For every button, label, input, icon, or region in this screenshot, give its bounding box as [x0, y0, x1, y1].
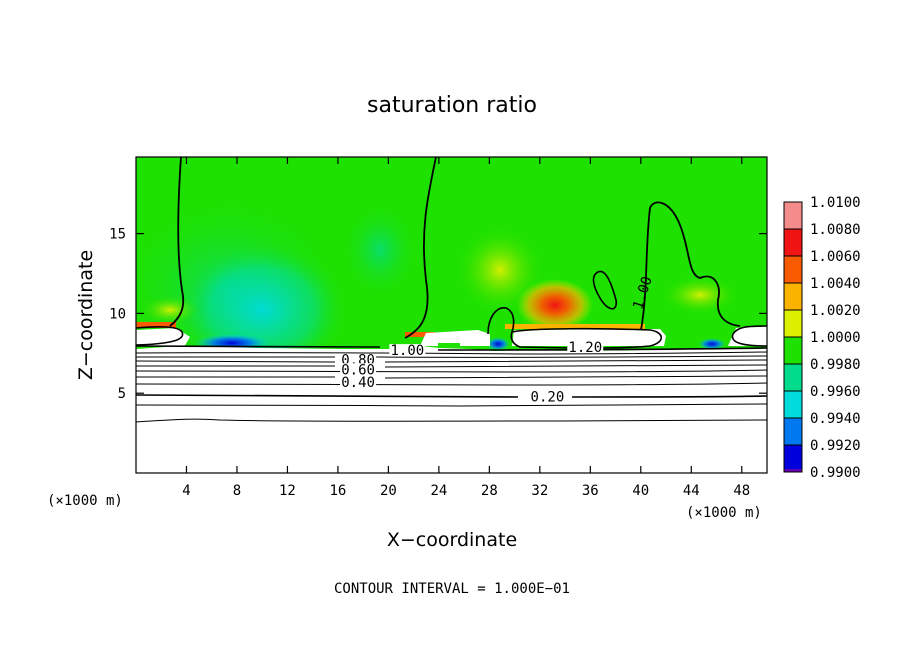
colorbar-swatch: [784, 418, 802, 445]
field-blue-region-right: [698, 338, 726, 350]
colorbar-label: 0.9920: [810, 438, 861, 454]
contour-0-05: [136, 418, 767, 423]
field-warm-strip-mid: [405, 332, 435, 337]
field-mint-region-mid: [340, 200, 420, 300]
contour-0-20: [136, 394, 767, 398]
colorbar-label: 1.0020: [810, 303, 861, 319]
contour-1-00-left-plume: [169, 157, 185, 327]
contour-0-10: [136, 403, 767, 407]
contour-label: 1.00: [390, 343, 424, 359]
field-warm-strip-right: [505, 324, 645, 329]
field-blank-pocket-a: [420, 330, 490, 346]
colorbar-label: 1.0000: [810, 330, 861, 346]
field-blue-region-center: [486, 337, 510, 351]
contour-1-00-dome: [487, 307, 515, 335]
contour-lines: [136, 157, 767, 423]
x-tick-label: 16: [329, 483, 346, 499]
y-tick-label: 15: [109, 227, 126, 243]
contour-0-80: [136, 355, 767, 358]
field-blank-pocket-c: [136, 328, 190, 347]
x-tick-label: 12: [279, 483, 296, 499]
contour-labels: 1.00 1.201.000.800.600.400.20: [340, 274, 656, 405]
contour-1-20-band-left: [136, 326, 184, 346]
x-unit-right: (×1000 m): [686, 505, 762, 521]
chart-title: saturation ratio: [367, 93, 537, 118]
field-blank-pocket-b: [512, 329, 666, 346]
colorbar-label: 0.9940: [810, 411, 861, 427]
y-tick-label: 5: [118, 386, 126, 402]
contour-0-30: [136, 382, 767, 386]
colorbar-swatch: [784, 445, 802, 472]
contour-label-background: [340, 376, 377, 389]
x-unit-left: (×1000 m): [47, 493, 123, 509]
colorbar-label: 0.9960: [810, 384, 861, 400]
contour-1-00-lower-left: [136, 345, 381, 348]
colorbar-swatch: [784, 283, 802, 310]
colorbar-label: 1.0080: [810, 222, 861, 238]
contour-label: 1.20: [568, 340, 602, 356]
colorbar-label: 1.0040: [810, 276, 861, 292]
colorbar-label: 1.0100: [810, 195, 861, 211]
contour-label: 0.20: [531, 389, 565, 405]
colorbar-swatch: [784, 229, 802, 256]
plot-frame: [135, 156, 768, 474]
contour-label: 0.40: [341, 375, 375, 391]
field-warm-strip-left: [136, 322, 176, 328]
x-tick-label: 32: [531, 483, 548, 499]
colorbar-label: 1.0060: [810, 249, 861, 265]
x-tick-label: 44: [683, 483, 700, 499]
contour-interval-note: CONTOUR INTERVAL = 1.000E−01: [334, 581, 570, 597]
contour-label-background: [529, 390, 566, 403]
contour-1-00-mid-plume: [404, 157, 437, 339]
x-tick-label: 20: [380, 483, 397, 499]
contour-label-background: [567, 340, 604, 353]
x-tick-label: 28: [481, 483, 498, 499]
contour-1-20-band-far-right: [731, 325, 767, 347]
contour-label-background: [340, 353, 377, 366]
colorbar-swatch: [784, 391, 802, 418]
contour-1-00-closed-loop: [592, 270, 618, 310]
x-axis-label: X−coordinate: [387, 529, 517, 551]
contour-1-20-band-right: [510, 327, 663, 349]
field-blank-pocket-d: [728, 326, 767, 346]
field-blank-region: [136, 346, 767, 473]
contour-label-background: [340, 363, 377, 376]
x-tick-label: 24: [430, 483, 447, 499]
contour-0-70: [136, 359, 767, 363]
field-green-patch: [438, 343, 460, 348]
contour-label: 0.60: [341, 362, 375, 378]
contour-0-90: [136, 351, 767, 355]
colorbar-label: 0.9980: [810, 357, 861, 373]
colorbar-swatch: [784, 364, 802, 391]
contour-label-background: [389, 344, 426, 357]
field-yellow-region-right: [660, 275, 740, 315]
contour-0-60: [136, 364, 767, 368]
x-tick-label: 36: [582, 483, 599, 499]
colorbar-swatch: [784, 202, 802, 229]
x-tick-label: 8: [233, 483, 241, 499]
x-tick-label: 40: [632, 483, 649, 499]
contour-1-00-right-plume: [640, 201, 741, 331]
y-tick-label: 10: [109, 306, 126, 322]
field-warm-region: [517, 279, 593, 331]
x-tick-label: 48: [733, 483, 750, 499]
colorbar-label: 0.9900: [810, 465, 861, 481]
contour-0-50: [136, 369, 767, 373]
x-tick-label: 4: [182, 483, 190, 499]
y-axis-label: Z−coordinate: [75, 250, 97, 380]
colorbar-swatch: [784, 256, 802, 283]
colorbar-swatch: [784, 310, 802, 337]
colorbar-swatch: [784, 337, 802, 364]
field-yellow-region-left: [140, 295, 200, 325]
colorbar-swatch: [784, 469, 802, 472]
colorbar: 1.0100 1.0080 1.0060 1.0040 1.0020 1.0000 0.99…: [783, 195, 861, 481]
contour-0-40: [136, 375, 767, 379]
plot-area: 1.00 1.201.000.800.600.400.20: [136, 157, 767, 473]
